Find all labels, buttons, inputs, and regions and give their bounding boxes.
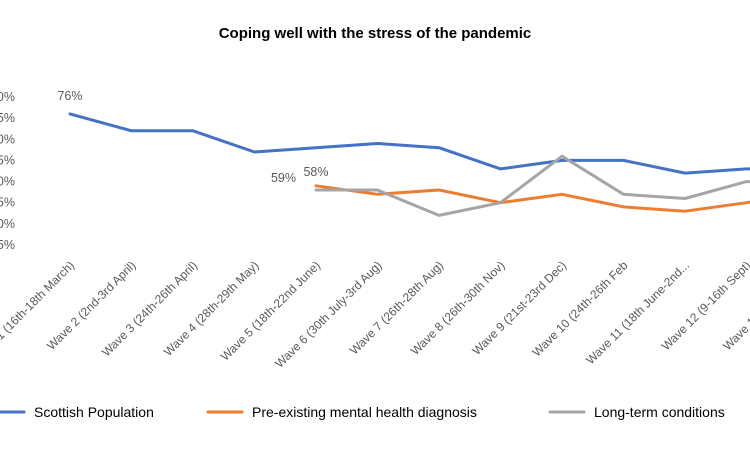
series-line-1 bbox=[68, 112, 750, 175]
legend-label: Scottish Population bbox=[34, 404, 154, 420]
y-tick-label: 70% bbox=[0, 132, 15, 146]
series-line-2 bbox=[314, 184, 750, 213]
y-tick-label: 80% bbox=[0, 90, 15, 104]
data-labels: 76% 59% 58% bbox=[57, 89, 328, 185]
data-label: 76% bbox=[57, 89, 82, 103]
legend: Scottish Population Pre-existing mental h… bbox=[0, 404, 725, 420]
legend-label: Pre-existing mental health diagnosis bbox=[252, 404, 477, 420]
y-tick-label: 60% bbox=[0, 175, 15, 189]
y-axis-ticks: 80% 75% 70% 65% 60% 55% 50% 45% bbox=[0, 90, 15, 252]
x-axis-ticks: Wave 1 (16th-18th March)Wave 2 (2nd-3rd … bbox=[0, 258, 750, 371]
y-tick-label: 75% bbox=[0, 111, 15, 125]
x-tick-label: Wave 1 (16th-18th March) bbox=[0, 258, 77, 366]
series-line-3 bbox=[314, 154, 750, 217]
x-tick-label: Wave 11 (18th June-2nd... bbox=[583, 258, 692, 367]
y-tick-label: 50% bbox=[0, 217, 15, 231]
legend-label: Long-term conditions bbox=[594, 404, 725, 420]
x-tick-label: Wave 6 (30th July-3rd Aug) bbox=[272, 258, 384, 370]
data-label: 59% bbox=[271, 171, 296, 185]
series-lines bbox=[68, 112, 750, 217]
y-tick-label: 65% bbox=[0, 153, 15, 167]
data-label: 58% bbox=[303, 165, 328, 179]
x-tick-label: Wave 5 (18th-22nd June) bbox=[218, 258, 323, 363]
chart-title: Coping well with the stress of the pande… bbox=[219, 25, 532, 42]
y-tick-label: 45% bbox=[0, 238, 15, 252]
y-tick-label: 55% bbox=[0, 196, 15, 210]
